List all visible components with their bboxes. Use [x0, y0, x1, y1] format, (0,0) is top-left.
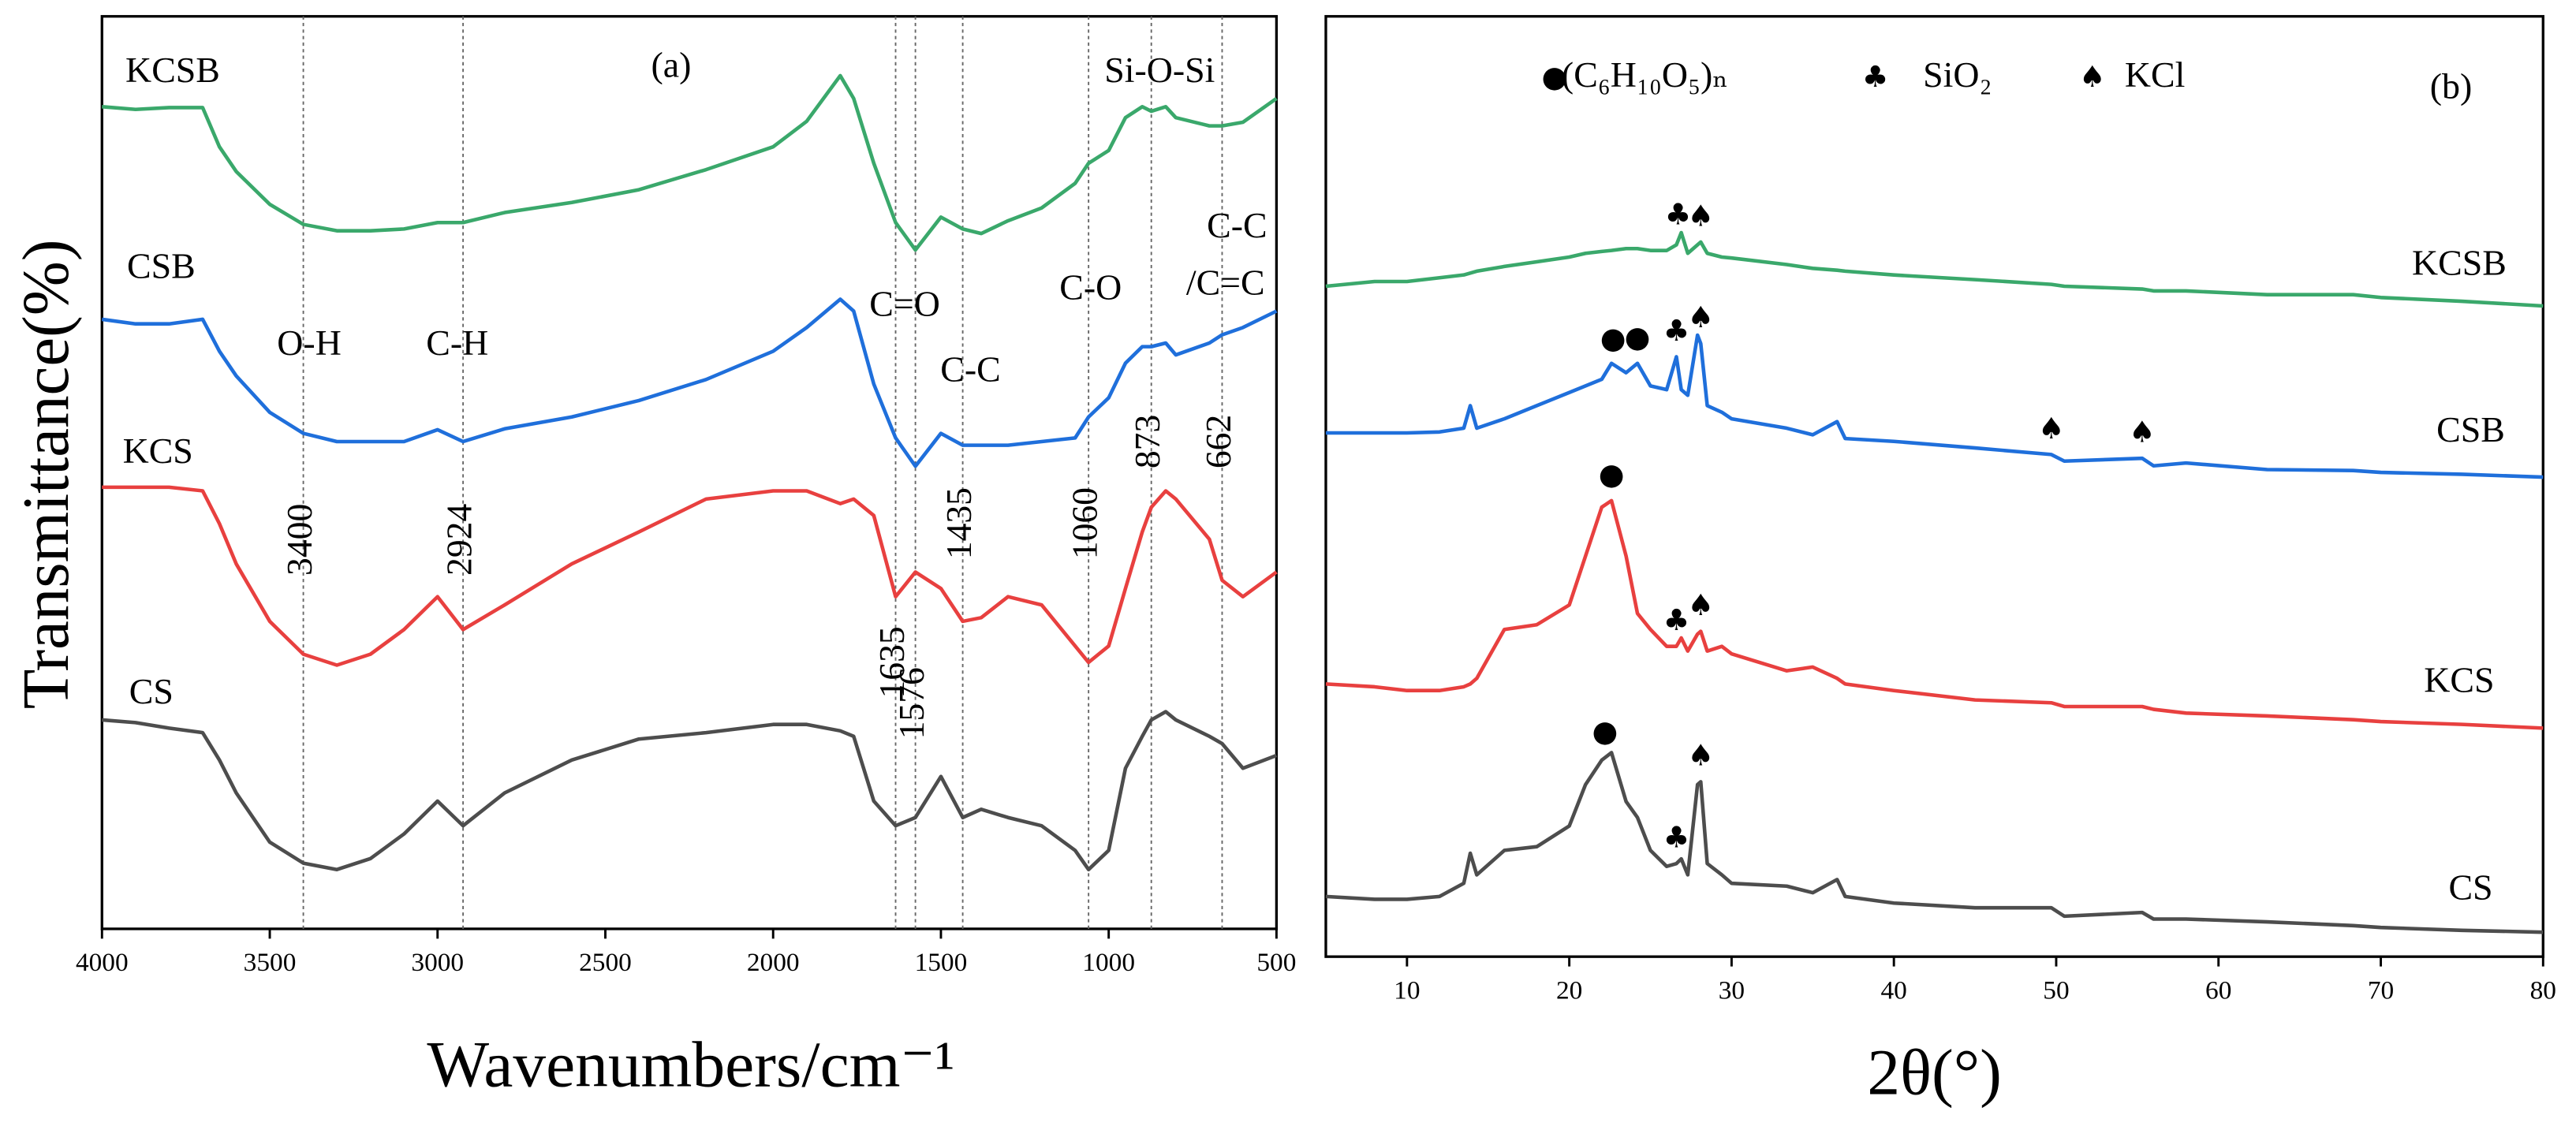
legend-label: (C₆H₁₀O₅)ₙ — [1562, 54, 1728, 95]
series-line — [1325, 333, 2544, 479]
annotation: C-H — [426, 323, 488, 363]
x-tick-label: 20 — [1556, 976, 1582, 1005]
x-tick-label: 1000 — [1082, 948, 1135, 977]
peak-marker: ♠ — [1687, 587, 1714, 622]
series-label: CSB — [2436, 409, 2505, 449]
x-tick-label: 30 — [1719, 976, 1745, 1005]
annotation: C-C — [940, 349, 1000, 389]
y-axis-label: Transmittance(%) — [9, 240, 82, 710]
legend-label: SiO₂ — [1923, 54, 1992, 95]
series-line — [101, 297, 1278, 468]
annotation: /C=C — [1186, 263, 1265, 303]
plot-frame — [100, 15, 1279, 930]
series-label: CS — [129, 671, 174, 711]
legend-symbol: ● — [1541, 59, 1567, 94]
series-line — [1325, 498, 2544, 730]
reference-label: 1060 — [1065, 487, 1105, 559]
x-tick-label: 1500 — [915, 948, 968, 977]
peak-marker: ♠ — [1687, 300, 1714, 334]
series-line — [1325, 751, 2544, 934]
peak-marker: ♠ — [2129, 415, 2156, 449]
annotation: Si-O-Si — [1104, 50, 1215, 90]
annotation: O-H — [277, 323, 342, 363]
x-tick-label: 3000 — [411, 948, 464, 977]
series-line — [102, 485, 1278, 667]
series-label: CS — [2448, 867, 2492, 908]
x-axis-label: 2θ(°) — [1867, 1036, 2002, 1109]
reference-label: 1635 — [872, 626, 912, 698]
legend-symbol: ♣ — [1862, 59, 1889, 94]
annotation: C-O — [1059, 267, 1122, 308]
peak-marker: ● — [1625, 319, 1651, 354]
peak-marker: ● — [1599, 457, 1625, 491]
x-tick-label: 500 — [1256, 948, 1296, 977]
reference-label: 1576 — [891, 667, 931, 739]
panel-label: (b) — [2430, 66, 2473, 106]
series-line — [1325, 230, 2544, 308]
peak-marker: ♠ — [2038, 411, 2065, 446]
legend-label: KCl — [2125, 54, 2185, 95]
reference-label: 873 — [1127, 415, 1167, 468]
peak-marker: ♣ — [1663, 313, 1690, 348]
peak-marker: ♣ — [1663, 820, 1690, 855]
annotation: C-C — [1207, 205, 1267, 245]
x-tick-label: 3500 — [244, 948, 297, 977]
reference-label: 3400 — [279, 504, 319, 576]
peak-marker: ♠ — [1687, 198, 1714, 233]
series-label: KCS — [123, 431, 193, 471]
x-tick-label: 70 — [2368, 976, 2394, 1005]
peak-marker: ♣ — [1663, 602, 1690, 637]
x-tick-label: 4000 — [76, 948, 129, 977]
peak-marker: ♠ — [1687, 738, 1714, 773]
x-tick-label: 80 — [2530, 976, 2556, 1005]
x-tick-label: 60 — [2205, 976, 2231, 1005]
peak-marker: ♣ — [1665, 197, 1692, 232]
panel-label: (a) — [651, 45, 691, 85]
x-tick-label: 2500 — [579, 948, 632, 977]
series-label: KCSB — [125, 50, 220, 90]
series-line — [102, 710, 1278, 871]
reference-label: 2924 — [439, 504, 480, 576]
series-label: CSB — [127, 246, 196, 286]
peak-marker: ● — [1600, 321, 1626, 356]
plot-frame — [1324, 15, 2544, 958]
series-label: KCS — [2424, 659, 2494, 699]
x-tick-label: 10 — [1394, 976, 1420, 1005]
x-axis-label: Wavenumbers/cm⁻¹ — [427, 1028, 954, 1101]
series-label: KCSB — [2412, 243, 2507, 283]
series-line — [102, 73, 1278, 252]
x-tick-label: 50 — [2043, 976, 2069, 1005]
legend-symbol: ♠ — [2079, 59, 2106, 94]
reference-label: 662 — [1198, 415, 1238, 468]
reference-label: 1435 — [939, 487, 979, 559]
annotation: C=O — [869, 283, 940, 323]
x-tick-label: 40 — [1881, 976, 1907, 1005]
peak-marker: ● — [1592, 714, 1618, 748]
x-tick-label: 2000 — [747, 948, 800, 977]
